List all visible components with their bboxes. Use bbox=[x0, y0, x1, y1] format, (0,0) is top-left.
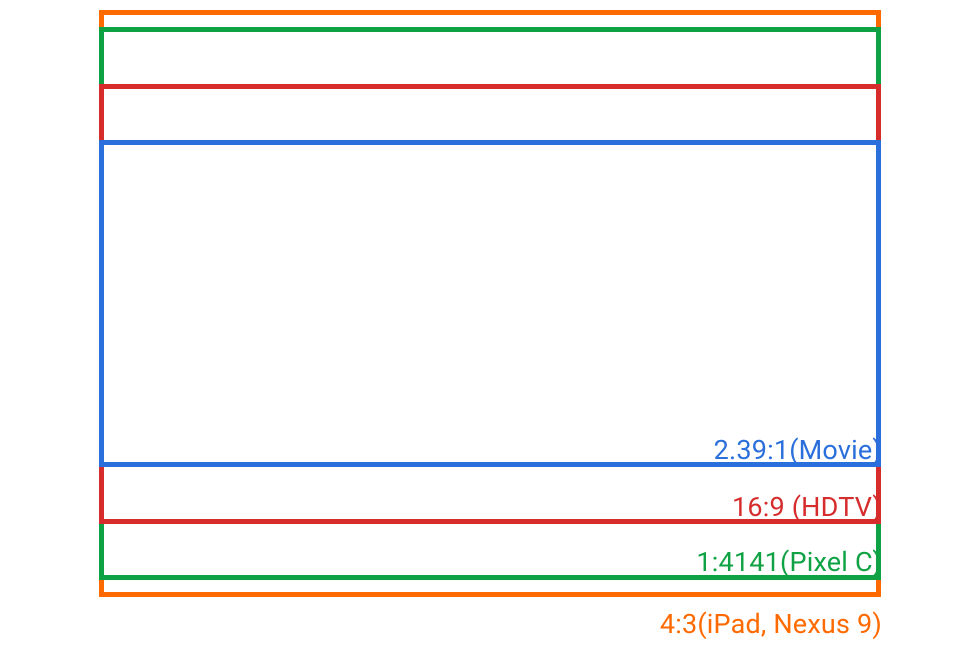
label-239-1: 2.39:1(Movie) bbox=[714, 434, 882, 466]
label-4-3: 4:3(iPad, Nexus 9) bbox=[660, 608, 882, 640]
aspect-ratio-diagram: 4:3(iPad, Nexus 9) 1:4141(Pixel C) 16:9 … bbox=[0, 0, 980, 653]
label-sqrt2: 1:4141(Pixel C) bbox=[696, 546, 882, 578]
label-16-9: 16:9 (HDTV) bbox=[732, 491, 882, 523]
rect-239-1 bbox=[99, 140, 881, 467]
